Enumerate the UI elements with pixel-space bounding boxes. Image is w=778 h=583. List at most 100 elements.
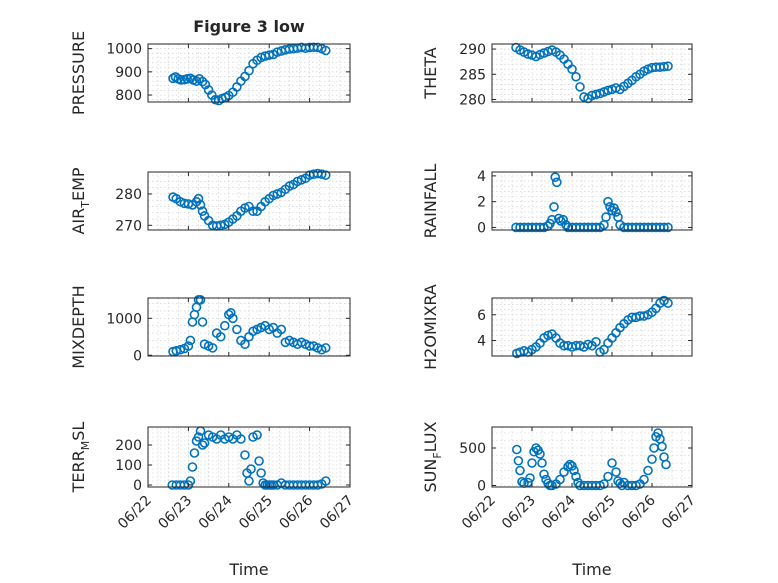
data-point: [567, 64, 577, 75]
data-point: [547, 214, 557, 225]
data-point: [219, 320, 230, 331]
y-tick-label: 800: [115, 88, 142, 104]
data-point: [320, 476, 331, 486]
data-point: [591, 337, 601, 347]
axis-frame: [491, 43, 693, 103]
data-point: [197, 76, 208, 87]
data-point: [199, 438, 210, 448]
y-axis-label: PRESSURE: [69, 31, 88, 115]
data-point: [320, 45, 331, 56]
data-point: [639, 474, 649, 485]
axis-frame: [147, 297, 351, 357]
data-point: [232, 324, 242, 335]
x-axis-label: Time: [571, 560, 611, 579]
y-tick-label: 290: [459, 42, 486, 58]
y-axis-label: MIXDEPTH: [69, 285, 88, 368]
data-point: [240, 450, 250, 460]
data-point: [659, 61, 669, 72]
y-tick-label: 280: [115, 187, 142, 203]
axis-frame: [147, 426, 351, 488]
data-point: [312, 480, 323, 490]
data-point: [663, 298, 673, 308]
data-point: [189, 448, 200, 458]
data-point: [191, 76, 202, 86]
y-tick-label: 500: [459, 441, 486, 457]
data-point: [187, 462, 198, 472]
y-tick-label: 900: [115, 65, 142, 81]
axis-frame: [147, 171, 351, 231]
y-tick-label: 0: [477, 220, 486, 236]
data-point: [639, 311, 649, 321]
y-tick-label: 6: [477, 308, 486, 324]
data-point: [661, 459, 671, 470]
data-point: [603, 471, 613, 482]
data-point: [193, 432, 204, 442]
subplot-pressure: 800 900 1000 PRESSURE Figure 3 low: [69, 17, 351, 115]
data-point: [185, 335, 196, 346]
y-tick-label: 4: [477, 169, 486, 185]
data-point: [539, 469, 549, 480]
data-point: [561, 220, 571, 230]
subplot-h2omixra: 4 6 H2OMIXRA: [421, 284, 693, 370]
y-tick-label: 280: [459, 92, 486, 108]
data-point: [320, 170, 331, 180]
y-axis-label: TERRMSL: [69, 422, 92, 494]
data-point: [193, 193, 204, 204]
data-point: [252, 430, 262, 440]
axis-frame: [491, 297, 693, 357]
data-point: [276, 324, 287, 335]
data-point: [611, 207, 621, 217]
data-point: [551, 177, 562, 188]
axis-frame: [147, 43, 351, 103]
data-point: [197, 206, 208, 216]
axis-frame: [491, 171, 693, 231]
data-point: [195, 295, 206, 305]
data-point: [663, 222, 673, 233]
data-point: [256, 468, 266, 478]
data-point: [553, 213, 564, 224]
subplot-theta: 280 285 290 THETA: [421, 42, 693, 108]
data-point: [316, 169, 327, 179]
data-point: [244, 476, 254, 486]
y-tick-label: 285: [459, 67, 486, 83]
data-point: [320, 343, 331, 353]
y-axis-label: RAINFALL: [421, 164, 440, 239]
data-point: [537, 458, 547, 468]
axis-frame: [491, 426, 693, 488]
data-point: [197, 440, 208, 450]
subplot-grid: 800 900 1000 PRESSURE Figure 3 low 280 285 290 T…: [69, 17, 699, 579]
chart-title: Figure 3 low: [193, 17, 305, 36]
data-point: [643, 465, 653, 476]
subplot-mixdepth: 0 1000 MIXDEPTH: [69, 285, 351, 369]
data-point: [571, 471, 581, 482]
data-point: [549, 202, 559, 212]
y-tick-label: 0: [133, 348, 142, 364]
data-point: [228, 313, 238, 324]
data-point: [513, 455, 524, 466]
data-point: [558, 214, 569, 225]
data-point: [653, 428, 663, 438]
y-tick-label: 1000: [106, 311, 142, 327]
data-point: [607, 458, 617, 468]
data-point: [183, 341, 194, 351]
x-axis-label: Time: [228, 560, 268, 579]
y-tick-label: 0: [477, 479, 486, 495]
data-point: [215, 220, 226, 231]
y-axis-label: THETA: [421, 47, 440, 99]
data-point: [312, 42, 323, 53]
data-point: [571, 71, 581, 82]
data-point: [611, 467, 621, 477]
subplot-rainfall: 0 2 4 RAINFALL: [421, 164, 693, 239]
y-tick-label: 2: [477, 195, 486, 211]
data-point: [195, 200, 206, 210]
data-point: [599, 479, 609, 489]
data-point: [603, 196, 613, 207]
data-point: [226, 307, 236, 318]
data-point: [527, 458, 537, 468]
y-axis-label: SUNFLUX: [421, 421, 444, 492]
data-point: [215, 331, 226, 342]
data-point: [185, 476, 196, 486]
y-tick-label: 4: [477, 334, 486, 350]
data-point: [567, 461, 577, 471]
y-tick-label: 200: [115, 438, 142, 454]
